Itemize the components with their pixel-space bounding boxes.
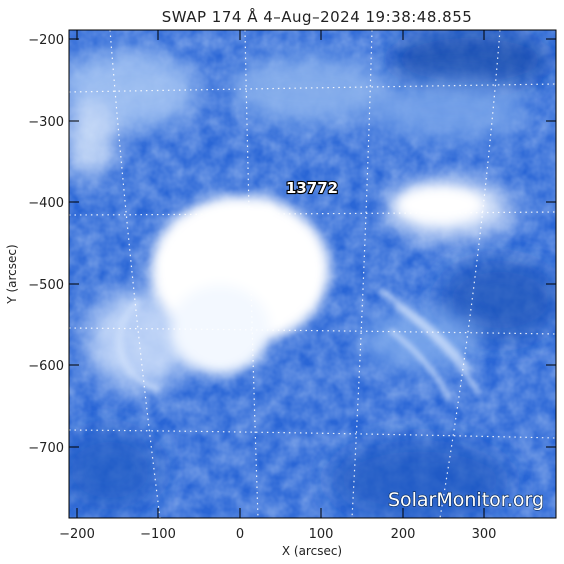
y-tick-label: −200 bbox=[28, 33, 64, 48]
x-tick-label: −200 bbox=[59, 527, 95, 542]
x-tick-label: 200 bbox=[391, 527, 416, 542]
active-region-label: 13772 bbox=[286, 179, 338, 197]
y-tick-label: −700 bbox=[28, 441, 64, 456]
x-axis-label: X (arcsec) bbox=[282, 544, 342, 558]
y-axis bbox=[69, 38, 556, 448]
x-tick-labels: −200 −100 0 100 200 300 bbox=[59, 527, 496, 542]
y-tick-label: −300 bbox=[28, 115, 64, 130]
y-axis-label: Y (arcsec) bbox=[5, 244, 19, 304]
y-tick-label: −400 bbox=[28, 196, 64, 211]
y-tick-label: −600 bbox=[28, 359, 64, 374]
figure-title: SWAP 174 Å 4–Aug–2024 19:38:48.855 bbox=[162, 7, 473, 26]
y-tick-labels: −200 −300 −400 −500 −600 −700 bbox=[28, 33, 64, 456]
x-axis bbox=[76, 30, 485, 518]
x-tick-label: −100 bbox=[140, 527, 176, 542]
plot-frame bbox=[68, 29, 557, 519]
y-tick-label: −500 bbox=[28, 278, 64, 293]
x-tick-label: 0 bbox=[236, 527, 244, 542]
x-tick-label: 300 bbox=[472, 527, 497, 542]
solar-disk-image: 13772 SolarMonitor.org bbox=[69, 30, 556, 518]
credit-watermark: SolarMonitor.org bbox=[388, 489, 544, 511]
x-tick-label: 100 bbox=[309, 527, 334, 542]
